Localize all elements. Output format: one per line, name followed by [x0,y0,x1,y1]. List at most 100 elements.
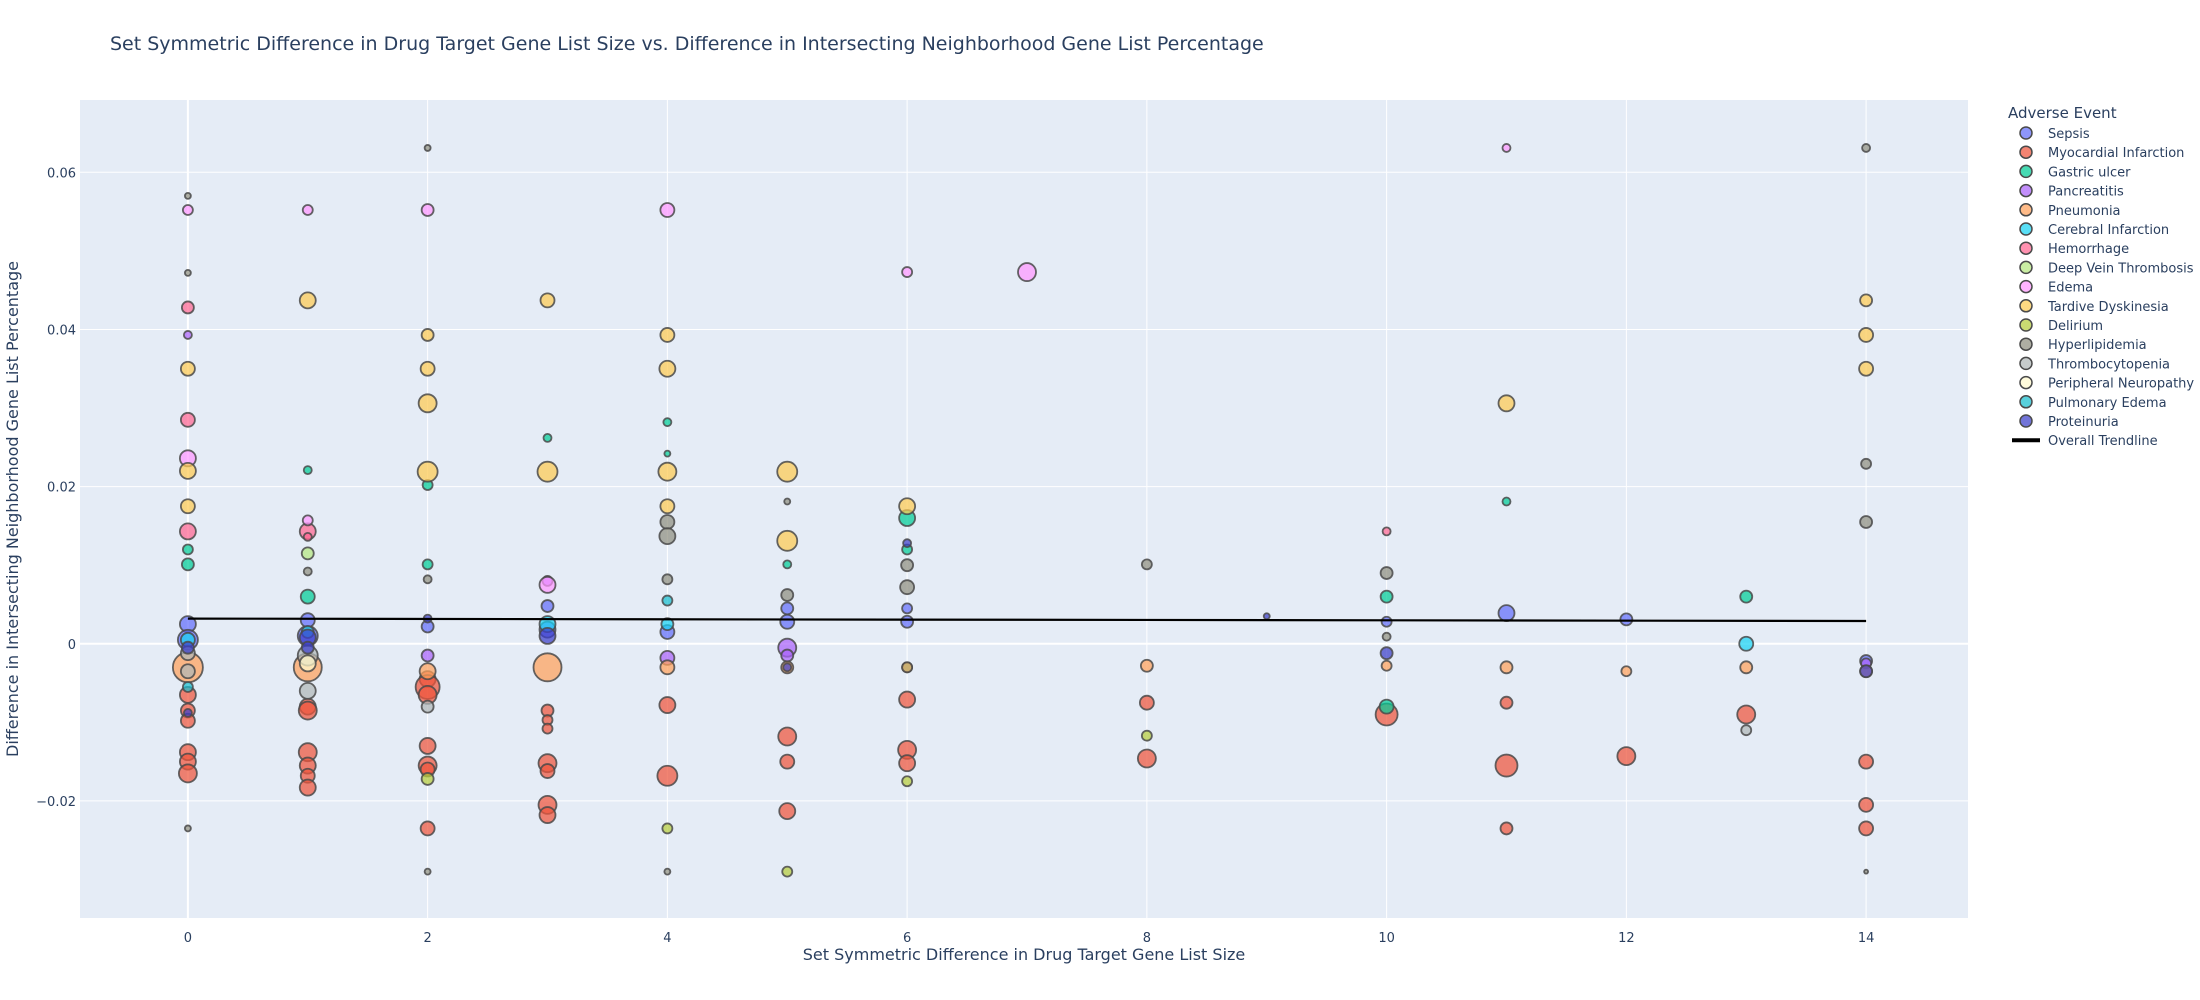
data-point-pancreatitis[interactable] [780,648,795,663]
data-point-myocardial-infarction[interactable] [1858,796,1875,813]
data-point-hyperlipidemia[interactable] [423,144,432,152]
data-point-delirium[interactable] [901,775,914,788]
data-point-myocardial-infarction[interactable] [656,764,679,787]
data-point-hyperlipidemia[interactable] [658,527,677,546]
data-point-myocardial-infarction[interactable] [418,737,437,755]
data-point-sepsis[interactable] [901,602,914,615]
data-point-hemorrhage[interactable] [302,531,313,542]
data-point-myocardial-infarction[interactable] [898,754,917,773]
data-point-tardive-dyskinesia[interactable] [776,529,799,552]
legend-item-hemorrhage[interactable]: Hemorrhage [2019,241,2129,257]
data-point-tardive-dyskinesia[interactable] [1858,360,1875,377]
data-point-hemorrhage[interactable] [1381,526,1392,537]
data-point-tardive-dyskinesia[interactable] [419,360,436,377]
data-point-pneumonia[interactable] [1620,665,1633,678]
data-point-myocardial-infarction[interactable] [1736,704,1757,725]
legend-item-pulmonary-edema[interactable]: Pulmonary Edema [2019,395,2167,411]
data-point-tardive-dyskinesia[interactable] [178,461,197,480]
data-point-pneumonia[interactable] [901,661,914,674]
data-point-sepsis[interactable] [780,601,795,616]
data-point-myocardial-infarction[interactable] [1858,820,1875,837]
data-point-proteinuria[interactable] [782,662,793,673]
data-point-myocardial-infarction[interactable] [779,753,796,770]
data-point-tardive-dyskinesia[interactable] [179,498,196,515]
data-point-myocardial-infarction[interactable] [1494,753,1519,778]
data-point-thrombocytopenia[interactable] [1740,724,1753,737]
data-point-myocardial-infarction[interactable] [419,820,436,837]
data-point-gastric-ulcer[interactable] [542,432,553,443]
data-points[interactable] [171,143,1875,878]
data-point-edema[interactable] [1501,143,1512,153]
legend-item-pneumonia[interactable]: Pneumonia [2019,203,2121,219]
data-point-sepsis[interactable] [540,599,555,613]
data-point-edema[interactable] [901,266,914,278]
legend-item-hyperlipidemia[interactable]: Hyperlipidemia [2019,337,2147,353]
data-point-hyperlipidemia[interactable] [1860,457,1873,470]
data-point-tardive-dyskinesia[interactable] [658,359,677,378]
data-point-edema[interactable] [420,203,435,217]
data-point-myocardial-infarction[interactable] [658,696,677,714]
data-point-delirium[interactable] [781,865,794,878]
data-point-thrombocytopenia[interactable] [420,699,435,714]
data-point-edema[interactable] [1017,262,1037,282]
legend-item-delirium[interactable]: Delirium [2019,318,2103,334]
data-point-hemorrhage[interactable] [179,411,196,428]
legend-item-peripheral-neuropathy[interactable]: Peripheral Neuropathy [2019,375,2194,392]
data-point-myocardial-infarction[interactable] [539,763,556,779]
data-point-proteinuria[interactable] [538,627,557,645]
data-point-deep-vein-thrombosis[interactable] [300,546,315,561]
data-point-tardive-dyskinesia[interactable] [657,461,678,482]
data-point-sepsis[interactable] [1380,615,1393,628]
data-point-proteinuria[interactable] [1262,612,1271,621]
data-point-tardive-dyskinesia[interactable] [417,393,438,414]
data-point-myocardial-infarction[interactable] [541,722,554,735]
data-point-hyperlipidemia[interactable] [1861,143,1872,153]
data-point-tardive-dyskinesia[interactable] [776,460,799,483]
data-point-myocardial-infarction[interactable] [298,778,317,797]
data-point-delirium[interactable] [661,822,674,835]
legend-item-cerebral-infarction[interactable]: Cerebral Infarction [2019,222,2169,238]
data-point-hemorrhage[interactable] [178,522,197,541]
data-point-hyperlipidemia[interactable] [302,566,313,577]
data-point-tardive-dyskinesia[interactable] [420,328,435,342]
data-point-myocardial-infarction[interactable] [898,690,917,709]
data-point-gastric-ulcer[interactable] [299,588,316,605]
data-point-myocardial-infarction[interactable] [1616,746,1637,767]
data-point-pancreatitis[interactable] [420,648,435,663]
data-point-edema[interactable] [181,204,194,216]
legend-item-proteinuria[interactable]: Proteinuria [2019,414,2119,430]
data-point-delirium[interactable] [420,772,435,786]
legend-item-myocardial-infarction[interactable]: Myocardial Infarction [2019,145,2184,161]
data-point-hyperlipidemia[interactable] [899,579,916,596]
data-point-edema[interactable] [301,514,314,527]
data-point-gastric-ulcer[interactable] [782,559,793,570]
data-point-edema[interactable] [301,204,314,216]
data-point-proteinuria[interactable] [1379,646,1394,661]
data-point-pneumonia[interactable] [1499,660,1514,675]
data-point-tardive-dyskinesia[interactable] [898,497,917,516]
data-point-gastric-ulcer[interactable] [180,557,195,572]
data-point-thrombocytopenia[interactable] [298,682,317,700]
data-point-hyperlipidemia[interactable] [183,268,192,277]
data-point-sepsis[interactable] [1619,612,1634,627]
data-point-proteinuria[interactable] [1859,664,1874,679]
data-point-tardive-dyskinesia[interactable] [416,460,439,483]
data-point-pancreatitis[interactable] [182,330,193,340]
data-point-hyperlipidemia[interactable] [659,514,676,530]
legend-item-gastric-ulcer[interactable]: Gastric ulcer [2019,164,2131,180]
data-point-hyperlipidemia[interactable] [1859,515,1874,529]
data-point-hyperlipidemia[interactable] [423,867,432,876]
data-point-myocardial-infarction[interactable] [1499,695,1514,710]
data-point-sepsis[interactable] [1497,604,1516,623]
data-point-tardive-dyskinesia[interactable] [539,292,556,309]
data-point-hyperlipidemia[interactable] [183,191,192,200]
data-point-tardive-dyskinesia[interactable] [1858,327,1875,343]
data-point-gastric-ulcer[interactable] [1501,496,1512,507]
data-point-pulmonary-edema[interactable] [181,681,194,693]
data-point-cerebral-infarction[interactable] [660,617,675,632]
legend[interactable]: Adverse Event Sepsis Myocardial Infarctio… [2008,104,2194,449]
data-point-myocardial-infarction[interactable] [538,806,557,824]
data-point-gastric-ulcer[interactable] [662,417,673,428]
data-point-myocardial-infarction[interactable] [297,700,318,721]
data-point-tardive-dyskinesia[interactable] [536,460,559,483]
